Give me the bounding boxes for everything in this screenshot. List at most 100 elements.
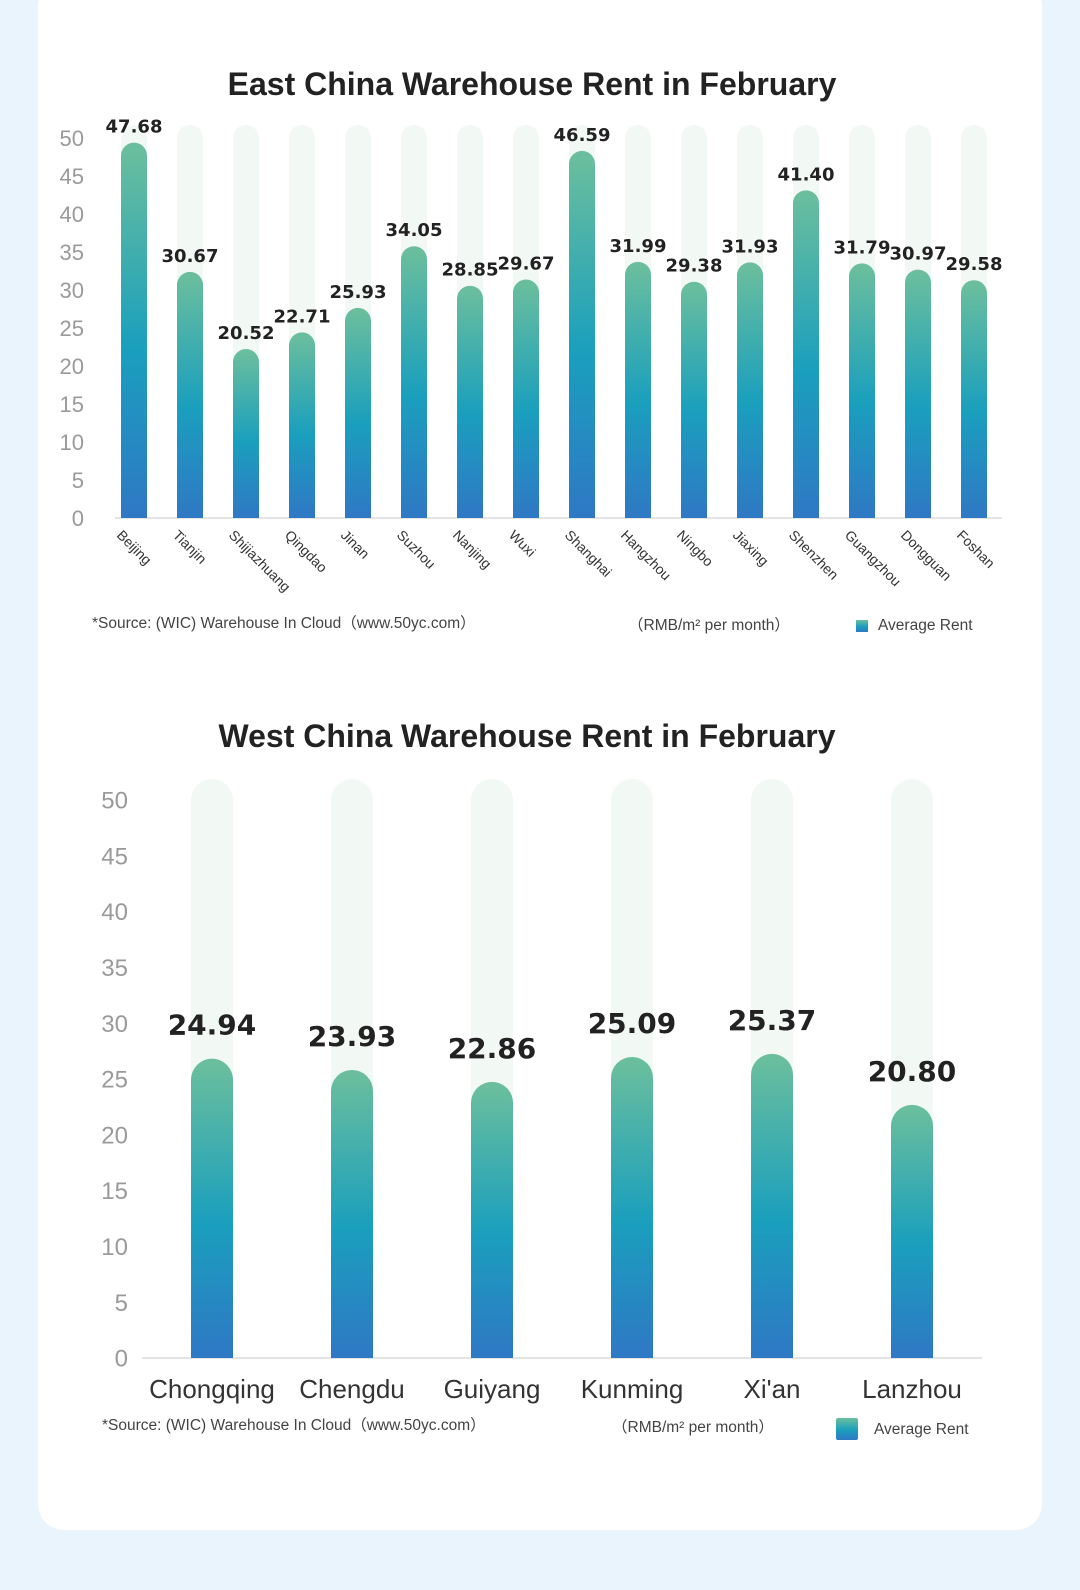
y-tick-label: 50 <box>101 788 128 815</box>
bar-value-label: 25.37 <box>728 1004 817 1037</box>
bar-lanzhou <box>891 1104 933 1358</box>
bar-guiyang <box>471 1081 513 1358</box>
bar-value-label: 41.40 <box>778 164 835 185</box>
y-tick-label: 25 <box>101 1067 128 1094</box>
bar-guangzhou <box>849 263 875 518</box>
category-label: Hangzhou <box>618 527 674 583</box>
y-tick-label: 5 <box>72 468 84 493</box>
y-tick-label: 20 <box>60 354 84 379</box>
category-label: Guangzhou <box>842 527 905 590</box>
category-label: Nanjing <box>450 527 495 572</box>
category-label: Jinan <box>338 527 373 562</box>
bar-value-label: 30.97 <box>890 244 947 265</box>
y-tick-label: 15 <box>101 1178 128 1205</box>
y-tick-label: 15 <box>60 392 84 417</box>
bar-value-label: 47.68 <box>106 117 163 138</box>
bar-value-label: 31.93 <box>722 236 779 257</box>
west-source-note: *Source: (WIC) Warehouse In Cloud（www.50… <box>102 1417 486 1434</box>
west-y-axis: 0 5 10 15 20 25 30 35 40 45 50 <box>101 788 128 1373</box>
bar-value-label: 23.93 <box>308 1020 397 1053</box>
bar-value-label: 20.80 <box>868 1055 957 1088</box>
bar-suzhou <box>401 246 427 518</box>
bar-value-label: 29.58 <box>946 254 1003 275</box>
bar-tianjin <box>177 271 203 518</box>
category-label: Ningbo <box>674 527 717 570</box>
bar-nanjing <box>457 285 483 518</box>
bar-value-label: 31.79 <box>834 237 891 258</box>
east-legend-label: Average Rent <box>878 617 973 634</box>
east-chart-title: East China Warehouse Rent in February <box>228 66 837 102</box>
category-label: Jiaxing <box>730 527 772 569</box>
y-tick-label: 10 <box>60 430 84 455</box>
bar-qingdao <box>289 332 315 518</box>
east-y-axis: 0 5 10 15 20 25 30 35 40 45 50 <box>60 126 84 531</box>
bar-jiaxing <box>737 262 764 518</box>
category-label: Suzhou <box>394 527 439 572</box>
category-label: Qingdao <box>282 527 331 576</box>
bar-value-label: 29.38 <box>666 256 723 277</box>
bar-foshan <box>961 280 987 518</box>
bar-shenzhen <box>793 190 819 518</box>
y-tick-label: 50 <box>60 126 84 151</box>
y-tick-label: 35 <box>101 955 128 982</box>
bar-value-label: 30.67 <box>162 246 219 267</box>
bar-dongguan <box>905 269 931 518</box>
west-bars: 24.94 Chongqing 23.93 Chengdu 22.86 Guiyang 25… <box>149 779 962 1404</box>
y-tick-label: 25 <box>60 316 84 341</box>
category-label: Kunming <box>581 1374 684 1404</box>
bar-shijiazhuang <box>233 349 259 518</box>
category-label: Xi'an <box>743 1374 800 1404</box>
category-label: Beijing <box>114 527 155 568</box>
bar-beijing <box>121 142 147 518</box>
y-tick-label: 40 <box>60 202 84 227</box>
east-unit-note: （RMB/m² per month） <box>628 617 790 634</box>
bar-chongqing <box>191 1058 233 1358</box>
y-tick-label: 0 <box>115 1346 128 1373</box>
y-tick-label: 40 <box>101 899 128 926</box>
y-tick-label: 30 <box>60 278 84 303</box>
bar-value-label: 28.85 <box>442 260 499 281</box>
y-tick-label: 30 <box>101 1011 128 1038</box>
bar-value-label: 31.99 <box>610 236 667 257</box>
category-label: Shanghai <box>562 527 615 580</box>
category-label: Dongguan <box>898 527 955 584</box>
bar-value-label: 20.52 <box>218 323 275 344</box>
west-chart: West China Warehouse Rent in February 0 5… <box>101 718 982 1440</box>
west-chart-title: West China Warehouse Rent in February <box>219 718 836 754</box>
category-label: Chengdu <box>299 1374 405 1404</box>
y-tick-label: 20 <box>101 1122 128 1149</box>
bar-value-label: 22.86 <box>448 1032 537 1065</box>
bar-value-label: 24.94 <box>168 1009 257 1042</box>
west-unit-note: （RMB/m² per month） <box>612 1419 774 1436</box>
bar-chengdu <box>331 1069 373 1358</box>
west-legend-label: Average Rent <box>874 1421 969 1438</box>
category-label: Tianjin <box>170 527 210 567</box>
bar-wuxi <box>513 279 539 518</box>
bar-ningbo <box>681 281 707 518</box>
bar-value-label: 25.93 <box>330 282 387 303</box>
bar-hangzhou <box>625 261 651 518</box>
y-tick-label: 45 <box>60 164 84 189</box>
bar-value-label: 29.67 <box>498 254 555 275</box>
y-tick-label: 35 <box>60 240 84 265</box>
category-label: Guiyang <box>444 1374 541 1404</box>
category-label: Chongqing <box>149 1374 275 1404</box>
bar-value-label: 22.71 <box>274 306 331 327</box>
east-source-note: *Source: (WIC) Warehouse In Cloud（www.50… <box>92 615 476 632</box>
category-label: Foshan <box>954 527 998 571</box>
bar-xian <box>751 1053 793 1358</box>
y-tick-label: 45 <box>101 843 128 870</box>
east-chart: East China Warehouse Rent in February 0 5… <box>60 66 1003 634</box>
y-tick-label: 5 <box>115 1290 128 1317</box>
bar-shanghai <box>569 150 595 518</box>
east-legend-swatch <box>856 620 868 632</box>
y-tick-label: 10 <box>101 1234 128 1261</box>
bar-value-label: 25.09 <box>588 1007 677 1040</box>
bar-jinan <box>345 307 371 518</box>
bar-value-label: 34.05 <box>386 220 443 241</box>
bar-kunming <box>611 1056 653 1358</box>
category-label: Lanzhou <box>862 1374 962 1404</box>
category-label: Shenzhen <box>786 527 842 583</box>
bar-value-label: 46.59 <box>554 125 611 146</box>
